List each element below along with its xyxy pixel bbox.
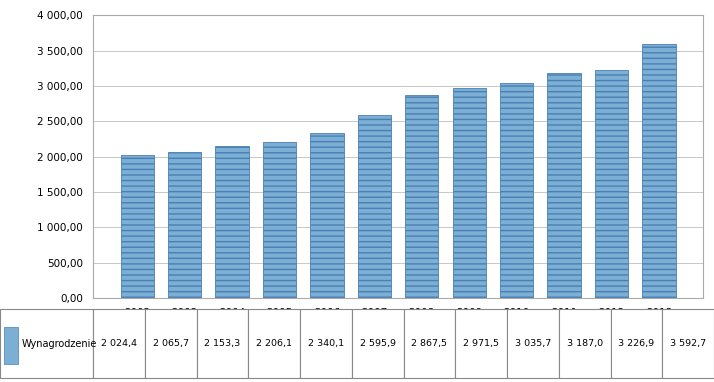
Bar bbox=[216, 146, 248, 298]
FancyBboxPatch shape bbox=[4, 327, 18, 364]
Bar bbox=[500, 83, 533, 298]
Bar bbox=[595, 70, 628, 298]
Bar bbox=[403, 309, 456, 378]
Bar bbox=[168, 152, 201, 298]
Bar bbox=[643, 44, 675, 298]
Bar bbox=[121, 155, 154, 298]
Bar bbox=[663, 309, 714, 378]
Text: 2 065,7: 2 065,7 bbox=[153, 339, 188, 348]
Text: 3 187,0: 3 187,0 bbox=[567, 339, 603, 348]
Bar bbox=[0, 309, 93, 378]
Bar bbox=[352, 309, 403, 378]
Bar bbox=[300, 309, 352, 378]
Text: 2 206,1: 2 206,1 bbox=[256, 339, 292, 348]
Text: Wynagrodzenie: Wynagrodzenie bbox=[21, 339, 97, 349]
Bar bbox=[610, 309, 663, 378]
Bar bbox=[453, 88, 486, 298]
Bar bbox=[548, 73, 580, 298]
Bar bbox=[93, 309, 145, 378]
Text: 2 340,1: 2 340,1 bbox=[308, 339, 344, 348]
Bar bbox=[248, 309, 300, 378]
Text: 2 595,9: 2 595,9 bbox=[360, 339, 396, 348]
Bar bbox=[145, 309, 196, 378]
Text: 2 153,3: 2 153,3 bbox=[204, 339, 241, 348]
Bar bbox=[196, 309, 248, 378]
Bar bbox=[559, 309, 610, 378]
Bar bbox=[405, 96, 438, 298]
Text: 2 024,4: 2 024,4 bbox=[101, 339, 137, 348]
Text: 3 592,7: 3 592,7 bbox=[670, 339, 706, 348]
Text: 2 971,5: 2 971,5 bbox=[463, 339, 499, 348]
Bar bbox=[263, 142, 296, 298]
Bar bbox=[507, 309, 559, 378]
Text: 2 867,5: 2 867,5 bbox=[411, 339, 448, 348]
Text: 3 035,7: 3 035,7 bbox=[515, 339, 551, 348]
Bar bbox=[311, 133, 343, 298]
Bar bbox=[358, 115, 391, 298]
Text: 3 226,9: 3 226,9 bbox=[618, 339, 655, 348]
Bar bbox=[456, 309, 507, 378]
